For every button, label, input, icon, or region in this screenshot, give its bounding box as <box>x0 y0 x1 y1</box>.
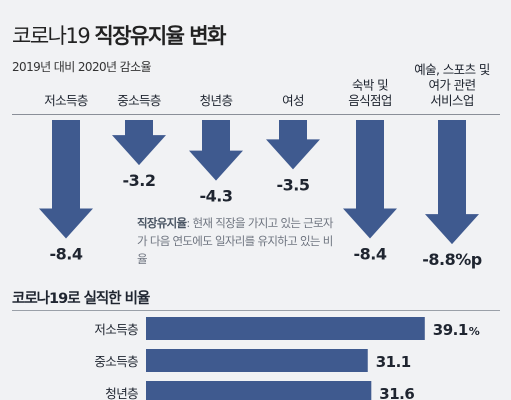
bar-category-label: 저소득층 <box>94 322 138 337</box>
baseline-divider <box>12 114 500 115</box>
page-title: 코로나19 직장유지율 변화 <box>12 20 226 50</box>
section-divider <box>12 310 500 311</box>
title-bold: 직장유지율 변화 <box>94 24 226 48</box>
decline-arrow <box>39 120 93 239</box>
decline-arrow <box>266 120 320 170</box>
decline-arrow <box>343 120 397 239</box>
arrow-category-label: 서비스업 <box>430 93 474 108</box>
arrow-category-label: 여가 관련 <box>429 78 476 93</box>
arrow-value-label: -8.4 <box>354 244 387 263</box>
chart-subtitle: 2019년 대비 2020년 감소율 <box>12 60 152 74</box>
decline-arrow <box>189 120 243 181</box>
arrow-category-label: 음식점업 <box>348 93 392 108</box>
arrow-category-label: 중소득층 <box>117 93 161 108</box>
note-term: 직장유지율 <box>137 216 187 230</box>
bar-value-label: 31.6 <box>379 385 414 400</box>
arrow-value-label: -3.5 <box>277 175 310 194</box>
title-light: 코로나19 <box>12 24 91 48</box>
arrow-category-label: 예술, 스포츠 및 <box>414 62 490 77</box>
bar-category-label: 중소득층 <box>94 354 138 369</box>
arrow-category-label: 저소득층 <box>44 93 88 108</box>
arrow-category-label: 청년층 <box>200 93 233 108</box>
bar-value-label: 31.1 <box>376 353 411 371</box>
bar-value-label: 39.1% <box>433 321 480 339</box>
jobloss-bar <box>146 317 425 340</box>
arrow-value-label: -8.8%p <box>422 250 482 269</box>
jobloss-bar <box>146 381 372 400</box>
decline-arrow <box>425 120 479 245</box>
arrow-value-label: -3.2 <box>123 171 156 190</box>
definition-note: 직장유지율: 현재 직장을 가지고 있는 근로자가 다음 연도에도 일자리를 유… <box>137 214 334 268</box>
bar-category-label: 청년층 <box>105 386 138 400</box>
arrow-category-label: 숙박 및 <box>352 78 388 93</box>
decline-arrow <box>112 120 166 166</box>
section-title-jobloss: 코로나19로 실직한 비율 <box>12 291 150 307</box>
arrow-category-label: 여성 <box>282 93 304 108</box>
jobloss-bar <box>146 349 368 372</box>
note-text: : 현재 직장을 가지고 있는 근로자가 다음 연도에도 일자리를 유지하고 있… <box>137 216 334 266</box>
arrow-value-label: -8.4 <box>50 244 83 263</box>
arrow-value-label: -4.3 <box>200 187 233 206</box>
